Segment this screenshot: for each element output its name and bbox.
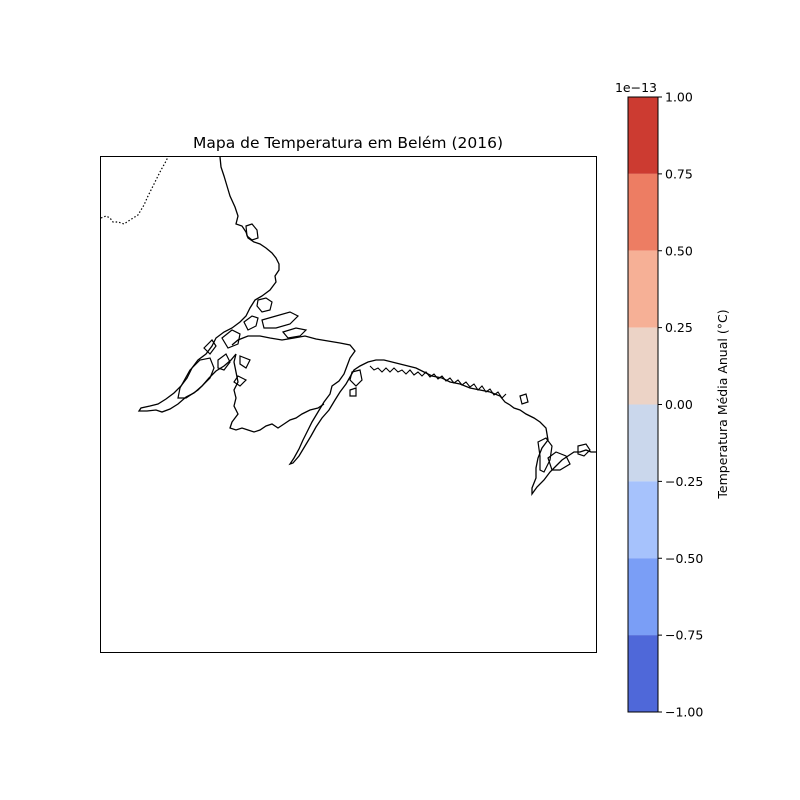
coastline (137, 156, 280, 413)
colorbar-level-2 (628, 250, 658, 328)
colorbar-offset-label: 1e−13 (615, 80, 657, 95)
colorbar-tick-label: 0.50 (665, 243, 693, 258)
colorbar-label: Temperatura Média Anual (°C) (715, 309, 730, 499)
colorbar: 1.00 0.75 0.50 0.25 0.00 −0.25 −0.50 −0.75 −1.00 (627, 90, 703, 720)
colorbar-level-5 (628, 481, 658, 559)
islands (177, 223, 591, 473)
border-line (100, 156, 169, 225)
map-panel (100, 156, 597, 653)
colorbar-tick-label: −0.25 (665, 474, 703, 489)
colorbar-tick-label: −1.00 (665, 705, 703, 720)
coastline-south-shore (229, 353, 325, 433)
colorbar-tick-label: 0.00 (665, 397, 693, 412)
colorbar-tick-label: −0.50 (665, 551, 703, 566)
colorbar-level-4 (628, 404, 658, 482)
colorbar-tick-label: 0.25 (665, 320, 693, 335)
colorbar-level-0 (628, 97, 658, 174)
colorbar-tick-label: 0.75 (665, 166, 693, 181)
coastline-east-detail (369, 365, 507, 399)
colorbar-level-3 (628, 327, 658, 405)
colorbar-tick-label: 1.00 (665, 90, 693, 105)
colorbar-level-6 (628, 558, 658, 636)
map-frame (100, 156, 597, 653)
colorbar-level-1 (628, 173, 658, 251)
colorbar-level-7 (628, 635, 658, 712)
map-title: Mapa de Temperatura em Belém (2016) (193, 134, 503, 152)
colorbar-tick-label: −0.75 (665, 628, 703, 643)
coastline-river-mouth (231, 335, 596, 497)
